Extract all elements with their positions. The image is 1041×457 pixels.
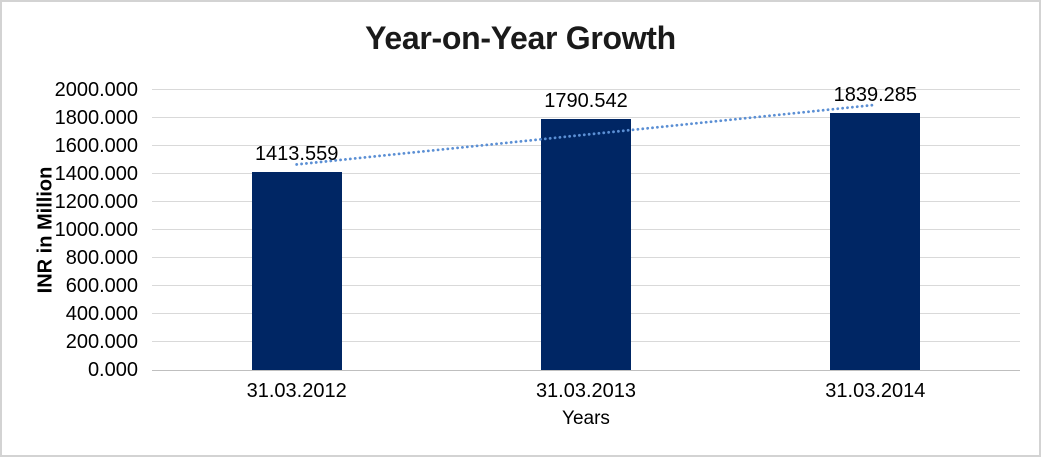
bar-value-label: 1413.559 xyxy=(254,143,339,166)
bar-value-label: 1790.542 xyxy=(544,90,628,113)
gridline xyxy=(152,89,1020,90)
bar xyxy=(830,112,921,370)
y-tick-label: 600.000 xyxy=(65,275,138,297)
x-tick-label: 31.03.2014 xyxy=(825,380,926,402)
x-axis-title: Years xyxy=(562,408,610,429)
gridline xyxy=(152,117,1020,118)
plot-area xyxy=(152,89,1020,371)
y-tick-label: 1800.000 xyxy=(54,107,138,129)
y-tick-label: 800.000 xyxy=(65,247,138,269)
y-tick-label: 2000.000 xyxy=(54,79,138,101)
y-tick-label: 0.000 xyxy=(87,359,138,381)
x-tick-label: 31.03.2013 xyxy=(535,380,637,402)
x-axis-line xyxy=(152,370,1020,371)
chart-title: Year-on-Year Growth xyxy=(365,20,676,56)
y-tick-label: 1400.000 xyxy=(54,163,138,185)
y-tick-label: 1000.000 xyxy=(54,219,138,241)
y-tick-label: 1600.000 xyxy=(54,135,138,157)
trendline-dotted-line xyxy=(295,103,877,166)
bar xyxy=(541,119,631,370)
y-tick-label: 400.000 xyxy=(65,303,138,325)
x-tick-label: 31.03.2012 xyxy=(246,380,347,402)
y-tick-label: 1200.000 xyxy=(54,191,138,213)
bar xyxy=(251,172,342,370)
bar-value-label: 1839.285 xyxy=(833,83,918,106)
y-tick-label: 200.000 xyxy=(65,331,138,353)
trendline xyxy=(295,103,877,166)
